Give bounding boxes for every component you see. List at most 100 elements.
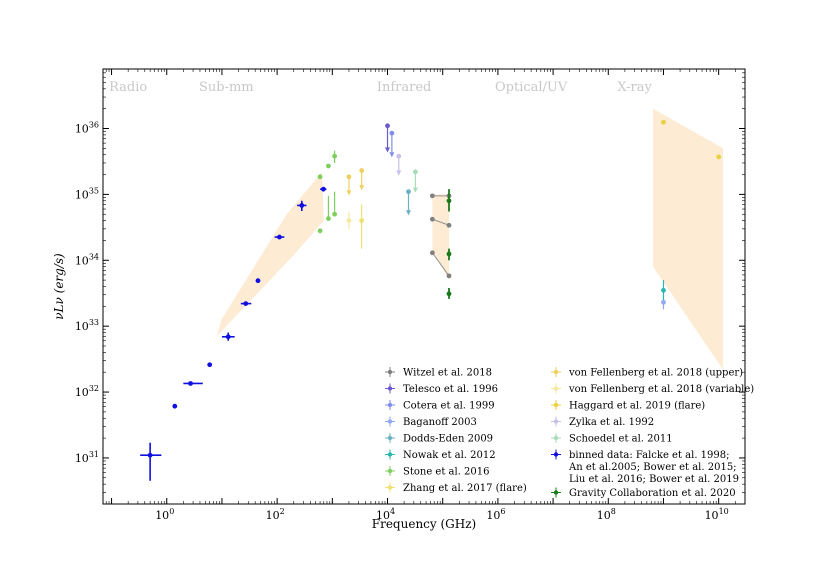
legend-swatch-dot bbox=[387, 402, 393, 408]
legend: Witzel et al. 2018 Telesco et al. 1996 Cot… bbox=[385, 367, 754, 499]
legend-swatch-dot bbox=[387, 485, 393, 490]
upper-limit-arrow bbox=[346, 190, 352, 196]
data-point bbox=[446, 198, 452, 204]
data-point bbox=[172, 403, 178, 409]
data-point bbox=[389, 130, 395, 136]
series-marks bbox=[389, 130, 395, 158]
data-marks bbox=[140, 119, 722, 481]
legend-swatch-dot bbox=[553, 435, 559, 441]
legend-swatch-dot bbox=[553, 490, 559, 495]
data-point bbox=[326, 163, 331, 169]
series-marks bbox=[412, 169, 418, 193]
legend-swatch-dot bbox=[387, 452, 393, 457]
legend-label: An et al.2005; Bower et al. 2015; bbox=[568, 462, 737, 473]
upper-limit-arrow bbox=[405, 210, 411, 216]
legend-label: Zylka et al. 1992 bbox=[569, 417, 654, 428]
data-point bbox=[332, 211, 338, 217]
data-point bbox=[299, 203, 305, 208]
band-label: Sub-mm bbox=[199, 80, 254, 95]
series-marks bbox=[396, 153, 402, 176]
data-point bbox=[429, 193, 435, 199]
band-label: Radio bbox=[109, 80, 147, 95]
legend-entry: Baganoff 2003 bbox=[385, 416, 477, 428]
connector-line bbox=[432, 218, 450, 226]
upper-limit-arrow bbox=[359, 185, 365, 191]
connector-line bbox=[431, 252, 450, 277]
region-infrared bbox=[432, 194, 449, 281]
upper-limit-arrow bbox=[389, 152, 395, 158]
series-marks bbox=[405, 189, 411, 216]
legend-label: Gravity Collaboration et al. 2020 bbox=[569, 488, 736, 499]
y-tick-label: 1035 bbox=[75, 186, 99, 201]
data-point bbox=[207, 362, 213, 368]
legend-label: Haggard et al. 2019 (flare) bbox=[569, 401, 705, 412]
band-labels: Radio Sub-mm Infrared Optical/UV X-ray bbox=[109, 80, 652, 95]
data-point bbox=[346, 218, 352, 224]
x-tick-label: 102 bbox=[266, 507, 285, 522]
data-point bbox=[446, 222, 452, 228]
data-point bbox=[326, 216, 331, 221]
data-point bbox=[446, 273, 452, 279]
data-point bbox=[412, 169, 418, 175]
series-marks bbox=[140, 186, 327, 481]
upper-limit-arrow bbox=[396, 170, 402, 176]
legend-entry: Stone et al. 2016 bbox=[385, 466, 490, 478]
data-point bbox=[255, 278, 261, 284]
connector-lines bbox=[431, 195, 450, 277]
tick-labels: 100 102 104 106 108 1010 1031 1032 1033 1034 1035 1… bbox=[75, 121, 729, 522]
x-tick-label: 100 bbox=[155, 507, 174, 522]
legend-swatch-dot bbox=[553, 452, 559, 457]
legend-label: Dodds-Eden 2009 bbox=[403, 434, 493, 445]
legend-entry: Dodds-Eden 2009 bbox=[385, 433, 493, 445]
legend-swatch-dot bbox=[553, 402, 559, 408]
legend-swatch-dot bbox=[387, 386, 393, 391]
legend-swatch-dot bbox=[387, 468, 393, 474]
legend-label: Witzel et al. 2018 bbox=[403, 368, 492, 379]
band-label: Infrared bbox=[377, 80, 432, 95]
legend-swatch-dot bbox=[553, 369, 559, 375]
data-point bbox=[277, 234, 282, 240]
series-marks bbox=[661, 280, 666, 300]
series-marks bbox=[385, 123, 391, 153]
legend-entry: von Fellenberg et al. 2018 (upper) bbox=[551, 367, 743, 379]
legend-entry: Nowak et al. 2012 bbox=[385, 449, 496, 461]
legend-label: Telesco et al. 1996 bbox=[403, 384, 498, 395]
data-point bbox=[446, 251, 452, 257]
data-point bbox=[147, 452, 153, 458]
upper-limit-arrow bbox=[412, 187, 418, 193]
legend-label: Zhang et al. 2017 (flare) bbox=[403, 483, 527, 494]
data-point bbox=[317, 228, 323, 234]
data-point bbox=[385, 123, 390, 129]
legend-label: Stone et al. 2016 bbox=[403, 467, 490, 478]
data-point bbox=[429, 250, 435, 256]
legend-label: von Fellenberg et al. 2018 (variable) bbox=[568, 384, 754, 395]
legend-label: von Fellenberg et al. 2018 (upper) bbox=[568, 368, 743, 379]
legend-entry: Schoedel et al. 2011 bbox=[551, 433, 673, 445]
data-point bbox=[661, 287, 666, 293]
y-tick-label: 1032 bbox=[75, 384, 99, 399]
legend-label: Nowak et al. 2012 bbox=[403, 450, 496, 461]
data-point bbox=[243, 301, 249, 307]
legend-entry: Cotera et al. 1999 bbox=[385, 400, 495, 412]
data-point bbox=[661, 299, 666, 305]
legend-label: binned data: Falcke et al. 1998; bbox=[569, 450, 730, 461]
legend-label: Liu et al. 2016; Bower et al. 2019 bbox=[569, 474, 739, 485]
data-point bbox=[321, 186, 326, 192]
band-label: Optical/UV bbox=[495, 80, 568, 95]
y-axis-title: νLν (erg/s) bbox=[52, 253, 66, 320]
data-point bbox=[716, 154, 722, 160]
data-point bbox=[429, 216, 435, 222]
legend-entry: Gravity Collaboration et al. 2020 bbox=[551, 487, 736, 499]
data-point bbox=[188, 381, 193, 386]
legend-label: Baganoff 2003 bbox=[403, 417, 477, 428]
legend-swatch-dot bbox=[553, 386, 559, 391]
region-sub-mm bbox=[216, 171, 324, 337]
legend-label: Schoedel et al. 2011 bbox=[569, 434, 673, 445]
legend-label: Cotera et al. 1999 bbox=[403, 401, 495, 412]
series-marks bbox=[317, 150, 338, 234]
data-point bbox=[346, 174, 352, 180]
y-tick-label: 1034 bbox=[75, 252, 99, 267]
legend-swatch-dot bbox=[553, 419, 559, 424]
series-marks bbox=[346, 168, 365, 196]
